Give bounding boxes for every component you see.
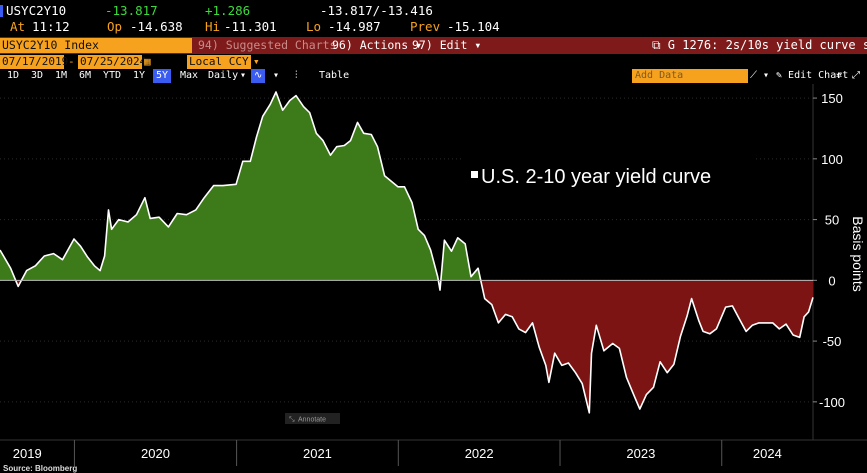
source-credit: Source: Bloomberg [3,464,77,473]
range-button-1m[interactable]: 1M [55,70,68,81]
y-tick-label: 150 [821,91,843,106]
high-label: Hi [205,19,221,34]
y-tick-labels: 150 100 50 0 -50 -100 [813,91,845,410]
draw-chevron-down-icon[interactable]: ▾ [763,70,770,81]
series-line [0,91,814,414]
date-separator: - [68,55,75,68]
x-tick-label: 2020 [141,446,170,461]
end-date-input[interactable]: 07/25/2024 [78,55,147,69]
start-date-input[interactable]: 07/17/2019 [0,55,69,69]
prev-value: -15.104 [447,19,500,34]
y-tick-label: -50 [823,334,842,349]
y-tick-label: 0 [828,273,835,288]
edit-menu[interactable]: 97) Edit ▾ [410,38,483,53]
range-button-6m[interactable]: 6M [79,70,92,81]
bar-chart-icon[interactable]: ⫶ [295,70,298,81]
x-tick-label: 2019 [13,446,42,461]
last-price: -13.817 [105,3,158,18]
range-button-3d[interactable]: 3D [31,70,44,81]
date-controls: 07/17/2019 - 07/25/2024 ▦ Local CCY ▾ [0,55,867,69]
low-value: -14.987 [328,19,381,34]
range-bar: 1D 3D 1M 6M YTD 1Y 5Y Max Daily ▾ ∿ ▾ ⫶ … [0,69,867,83]
calendar-icon[interactable]: ▦ [144,55,151,68]
launch-icon[interactable]: ⧉ [652,38,668,52]
expand-icon[interactable]: ⤢ [852,70,860,81]
draw-line-icon[interactable]: ⟋ [750,70,757,81]
range-button-5y[interactable]: 5Y [153,69,172,83]
suggested-charts-menu[interactable]: 94) Suggested Charts [198,38,337,52]
edit-chevron-down-icon: ▾ [467,38,482,52]
table-button[interactable]: Table [319,70,350,81]
actions-chevron-down-icon: ▾ [408,38,423,52]
annotate-button[interactable]: ⤡ Annotate [285,413,340,424]
title-bullet-icon [471,171,478,178]
currency-select[interactable]: Local CCY [187,55,251,69]
quote-stats: At 11:12 Op -14.638 Hi -11.301 Lo -14.98… [0,18,867,36]
chart-title-box [461,156,754,194]
area-fills [0,92,813,413]
high-value: -11.301 [224,19,277,34]
y-tick-label: 100 [821,152,843,167]
prev-label: Prev [410,19,441,34]
currency-chevron-down-icon[interactable]: ▾ [253,55,260,68]
annotate-label: Annotate [298,417,326,424]
x-tick-label: 2023 [626,446,655,461]
quote-header: USYC2Y10 -13.817 +1.286 -13.817/-13.416 [0,2,867,20]
open-label: Op [107,19,123,34]
function-title: ⧉ G 1276: 2s/10s yield curve shor [650,37,867,54]
year-dividers [73,440,723,466]
yield-curve-chart: 150 100 50 0 -50 -100 2019 2020 2021 2022 2023 202… [0,84,867,473]
edit-label: 97) Edit [412,38,468,52]
x-tick-label: 2022 [465,446,494,461]
security-marker-icon [0,5,3,17]
positive-area [0,92,813,281]
y-tick-label: 50 [825,213,839,228]
x-tick-labels: 2019 2020 2021 2022 2023 2024 [13,446,782,461]
ticker-symbol[interactable]: USYC2Y10 [6,3,67,18]
range-button-ytd[interactable]: YTD [103,70,122,81]
actions-label: 96) Actions [332,38,409,52]
range-button-max[interactable]: Max [180,70,199,81]
security-field[interactable]: USYC2Y10 Index [0,38,192,53]
frequency-select[interactable]: Daily [208,70,239,81]
low-label: Lo [306,19,322,34]
edit-chart-button[interactable]: ✎ Edit Chart [773,69,851,83]
add-data-input[interactable]: Add Data [632,69,748,83]
bid-ask: -13.817/-13.416 [320,3,433,18]
range-button-1y[interactable]: 1Y [133,70,146,81]
chart-title: U.S. 2-10 year yield curve [481,166,711,188]
x-tick-label: 2024 [753,446,782,461]
function-title-text: G 1276: 2s/10s yield curve shor [667,38,867,52]
annotate-icon: ⤡ [289,417,295,424]
y-axis-label: Basis points [850,216,866,291]
range-button-1d[interactable]: 1D [7,70,20,81]
at-time: 11:12 [32,19,70,34]
line-chart-icon[interactable]: ∿ [251,69,266,83]
actions-menu[interactable]: 96) Actions ▾ [330,38,424,53]
net-change: +1.286 [205,3,251,18]
edit-chart-label: Edit Chart [788,70,849,81]
frequency-chevron-down-icon[interactable]: ▾ [240,70,247,81]
open-value: -14.638 [130,19,183,34]
settings-icon[interactable]: ✲ [836,70,843,81]
y-tick-label: -100 [819,395,845,410]
x-tick-label: 2021 [303,446,332,461]
function-toolbar: USYC2Y10 Index 94) Suggested Charts 96) … [0,37,867,54]
chart-type-chevron-down-icon[interactable]: ▾ [273,70,280,81]
at-label: At [10,19,26,34]
negative-area [0,280,813,413]
pencil-icon: ✎ [776,70,789,81]
